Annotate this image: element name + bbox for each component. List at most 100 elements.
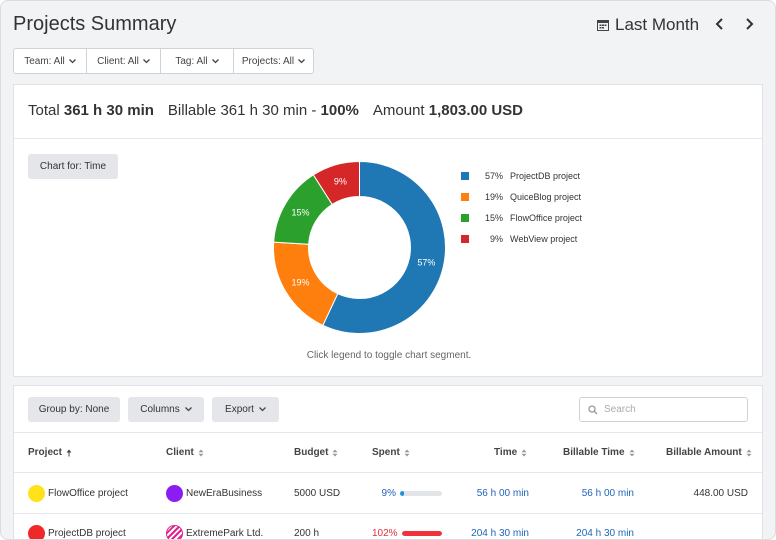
legend-label: ProjectDB project: [510, 170, 581, 181]
search-icon: [588, 404, 598, 414]
column-header-label: Project: [28, 447, 62, 458]
client-filter[interactable]: Client: All: [87, 49, 161, 73]
chevron-down-icon: [68, 58, 76, 63]
search-input[interactable]: [604, 404, 734, 415]
project-color-dot: [28, 484, 45, 502]
slice-label: 9%: [334, 177, 347, 187]
divider: [14, 432, 762, 433]
group-by-button[interactable]: Group by: None: [28, 397, 120, 422]
chart-legend: 57% ProjectDB project 19% QuiceBlog project…: [461, 165, 582, 249]
client-name: NewEraBusiness: [186, 487, 263, 499]
chevron-down-icon: [211, 58, 219, 63]
projects-filter[interactable]: Projects: All: [234, 49, 313, 73]
legend-percent: 19%: [484, 191, 503, 202]
divider: [14, 472, 762, 473]
columns-label: Columns: [140, 404, 180, 415]
chevron-right-icon: [746, 18, 754, 30]
donut-slice-3[interactable]: [312, 160, 360, 206]
legend-swatch: [461, 171, 469, 180]
spent-percent: 9%: [381, 487, 396, 499]
client-color-dot: [166, 524, 183, 539]
column-header-time[interactable]: Time: [494, 447, 527, 458]
sort-icon: [521, 449, 527, 456]
column-header-label: Spent: [372, 447, 400, 458]
sort-ascending-icon: [66, 449, 72, 456]
amount-value: 1,803.00 USD: [428, 102, 524, 119]
column-header-label: Billable Amount: [666, 447, 742, 458]
amount-summary: Amount 1,803.00 USD: [373, 102, 523, 119]
legend-item[interactable]: 15% FlowOffice project: [461, 207, 582, 228]
spent-cell: 102%: [372, 513, 442, 539]
total-label: Total: [28, 102, 60, 119]
column-header-project[interactable]: Project: [28, 447, 72, 458]
legend-item[interactable]: 19% QuiceBlog project: [461, 186, 582, 207]
legend-label: QuiceBlog project: [510, 191, 582, 202]
tag-filter[interactable]: Tag: All: [161, 49, 234, 73]
column-header-budget[interactable]: Budget: [294, 447, 338, 458]
column-header-client[interactable]: Client: [166, 447, 204, 458]
spent-progress-fill: [400, 490, 404, 496]
prev-period-button[interactable]: [712, 16, 728, 32]
divider: [14, 138, 762, 139]
chart-for-button[interactable]: Chart for: Time: [28, 154, 118, 179]
team-filter[interactable]: Team: All: [14, 49, 87, 73]
client-color-dot: [166, 484, 183, 502]
legend-percent: 15%: [484, 212, 503, 223]
column-header-label: Budget: [294, 447, 329, 458]
client-cell: ExtremePark Ltd.: [166, 513, 263, 539]
next-period-button[interactable]: [741, 16, 757, 32]
billable-time-link[interactable]: 204 h 30 min: [576, 527, 634, 539]
export-label: Export: [225, 404, 254, 415]
column-header-label: Billable Time: [563, 447, 625, 458]
chevron-down-icon: [184, 407, 192, 412]
table-row[interactable]: ProjectDB project ExtremePark Ltd. 200 h…: [14, 513, 764, 539]
totals-bar: Total 361 h 30 min Billable 361 h 30 min…: [28, 102, 523, 119]
legend-item[interactable]: 57% ProjectDB project: [461, 165, 582, 186]
calendar-icon: [597, 20, 609, 31]
sort-icon: [198, 449, 204, 456]
sort-icon: [746, 449, 752, 456]
legend-swatch: [461, 234, 469, 243]
billable-amount-cell: [644, 513, 748, 539]
divider: [14, 513, 762, 514]
export-button[interactable]: Export: [212, 397, 279, 422]
billable-percent: 100%: [320, 102, 359, 119]
spent-percent: 102%: [372, 527, 398, 539]
sort-icon: [332, 449, 338, 456]
legend-percent: 9%: [489, 233, 503, 244]
date-range-picker[interactable]: Last Month: [597, 15, 699, 35]
legend-item[interactable]: 9% WebView project: [461, 228, 582, 249]
chevron-down-icon: [258, 407, 266, 412]
legend-label: WebView project: [510, 233, 578, 244]
column-header-label: Client: [166, 447, 194, 458]
spent-cell: 9%: [372, 473, 442, 513]
donut-slice-0[interactable]: [322, 160, 446, 334]
time-link[interactable]: 56 h 00 min: [476, 487, 529, 499]
billable-time-link[interactable]: 56 h 00 min: [581, 487, 634, 499]
columns-button[interactable]: Columns: [128, 397, 204, 422]
legend-percent: 57%: [484, 170, 503, 181]
date-range-label: Last Month: [615, 15, 700, 34]
table-row[interactable]: FlowOffice project NewEraBusiness 5000 U…: [14, 473, 764, 513]
chevron-down-icon: [298, 58, 306, 63]
projects-filter-label: Projects: All: [241, 55, 295, 67]
column-header-billable-time[interactable]: Billable Time: [563, 447, 635, 458]
donut-chart: 57% 19% 15% 9%: [273, 160, 446, 334]
column-header-billable-amount[interactable]: Billable Amount: [666, 447, 752, 458]
page-title: Projects Summary: [13, 13, 177, 35]
slice-label: 57%: [417, 257, 435, 267]
billable-amount-cell: 448.00 USD: [693, 487, 748, 499]
column-header-spent[interactable]: Spent: [372, 447, 410, 458]
total-value: 361 h 30 min: [63, 102, 154, 119]
chevron-left-icon: [715, 18, 723, 30]
summary-panel: Total 361 h 30 min Billable 361 h 30 min…: [13, 84, 763, 377]
legend-label: FlowOffice project: [510, 212, 582, 223]
spent-progress-bar: [401, 530, 442, 536]
team-filter-label: Team: All: [24, 55, 65, 67]
billable-label: Billable: [167, 102, 217, 119]
project-cell: FlowOffice project: [28, 473, 128, 513]
project-color-dot: [28, 524, 45, 539]
total-summary: Total 361 h 30 min: [28, 102, 154, 119]
time-link[interactable]: 204 h 30 min: [471, 527, 529, 539]
